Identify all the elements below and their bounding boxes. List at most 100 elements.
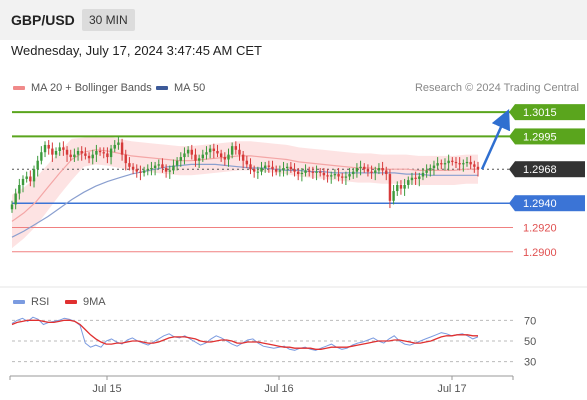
candle-body	[131, 166, 135, 170]
candle-body	[451, 160, 454, 162]
candle-body	[410, 177, 414, 181]
candle-body	[179, 157, 182, 161]
candle-body	[297, 171, 300, 175]
candle-body	[432, 165, 436, 168]
candle-body	[25, 176, 28, 179]
candle-body	[230, 146, 234, 155]
candle-body	[263, 165, 267, 168]
ma50-swatch	[156, 86, 168, 90]
candle-body	[109, 148, 113, 158]
candle-body	[249, 164, 252, 170]
legend-ma50: MA 50	[156, 82, 205, 94]
level-label-1.2940: 1.2940	[523, 198, 557, 210]
candle-body	[260, 168, 263, 172]
ma20-line	[11, 149, 478, 222]
candle-body	[21, 178, 25, 185]
candle-body	[106, 153, 109, 158]
symbol-title: GBP/USD	[11, 12, 75, 28]
candle-body	[465, 161, 469, 164]
rsi-tick-70: 70	[524, 315, 536, 327]
candle-body	[443, 163, 447, 165]
candle-body	[32, 169, 36, 182]
rsi-ma-swatch	[65, 300, 77, 304]
candle-body	[319, 171, 322, 173]
candle-body	[194, 154, 197, 161]
legend-ma20: MA 20 + Bollinger Bands	[13, 82, 152, 94]
candle-body	[43, 144, 47, 153]
candle-body	[341, 176, 344, 178]
candle-body	[425, 170, 428, 173]
candle-body	[14, 193, 17, 205]
level-tag-1.2940	[515, 195, 585, 212]
candle-body	[69, 154, 72, 158]
candle-body	[473, 164, 476, 167]
level-label-1.3015: 1.3015	[523, 107, 557, 119]
ma20-label: MA 20 + Bollinger Bands	[31, 82, 152, 94]
candle-body	[124, 154, 127, 164]
candle-body	[308, 170, 311, 172]
level-label-1.2995: 1.2995	[523, 131, 557, 143]
candle-body	[337, 174, 340, 177]
candle-body	[120, 142, 124, 155]
x-tick-label: Jul 15	[92, 383, 121, 395]
candle-body	[102, 152, 105, 154]
candle-body	[135, 169, 138, 172]
candle-body	[476, 166, 480, 170]
candle-body	[462, 163, 465, 165]
candle-body	[421, 172, 425, 177]
legend-rsi-ma: 9MA	[65, 296, 106, 308]
candle-body	[153, 165, 157, 168]
candle-body	[300, 172, 304, 175]
candle-body	[392, 191, 395, 201]
level-tag-1.2995	[515, 128, 585, 145]
candle-body	[374, 170, 377, 173]
forecast-arrow	[480, 109, 511, 170]
candle-body	[436, 163, 439, 166]
rsi-tick-30: 30	[524, 357, 536, 369]
candle-body	[355, 168, 359, 172]
candle-body	[388, 174, 392, 201]
rsi-tick-50: 50	[524, 336, 536, 348]
candle-body	[252, 169, 256, 172]
candle-body	[304, 170, 307, 173]
candle-body	[381, 168, 384, 171]
ma50-line	[11, 163, 478, 238]
candle-body	[278, 170, 282, 172]
candle-body	[58, 147, 61, 151]
candle-body	[62, 147, 65, 150]
candle-body	[326, 175, 329, 177]
candle-body	[241, 154, 245, 161]
candle-body	[289, 166, 293, 170]
candle-body	[73, 154, 76, 158]
candle-body	[440, 163, 443, 165]
candle-body	[212, 148, 216, 151]
candle-body	[183, 153, 186, 158]
candle-body	[403, 185, 406, 189]
candle-body	[164, 168, 168, 172]
candle-body	[139, 171, 142, 173]
level-label-1.2920: 1.2920	[523, 223, 557, 235]
candle-body	[282, 168, 285, 171]
candle-body	[98, 151, 102, 153]
candle-body	[40, 152, 43, 161]
timeframe-button[interactable]: 30 MIN	[82, 9, 135, 31]
candle-body	[454, 161, 458, 164]
candle-body	[407, 180, 410, 185]
candle-body	[359, 166, 362, 168]
level-label-1.2968: 1.2968	[523, 164, 557, 176]
top-bar: GBP/USD 30 MIN	[0, 0, 587, 40]
candle-body	[344, 176, 348, 178]
candle-body	[366, 169, 370, 172]
candle-body	[197, 158, 201, 161]
candle-body	[190, 149, 193, 155]
candle-body	[113, 144, 116, 149]
candle-body	[458, 163, 461, 165]
candle-body	[29, 176, 32, 182]
candle-body	[385, 170, 388, 175]
candle-body	[157, 164, 160, 166]
level-tag-1.3015	[515, 104, 585, 121]
candle-body	[311, 171, 315, 173]
candle-body	[333, 174, 337, 176]
candle-body	[234, 146, 238, 150]
